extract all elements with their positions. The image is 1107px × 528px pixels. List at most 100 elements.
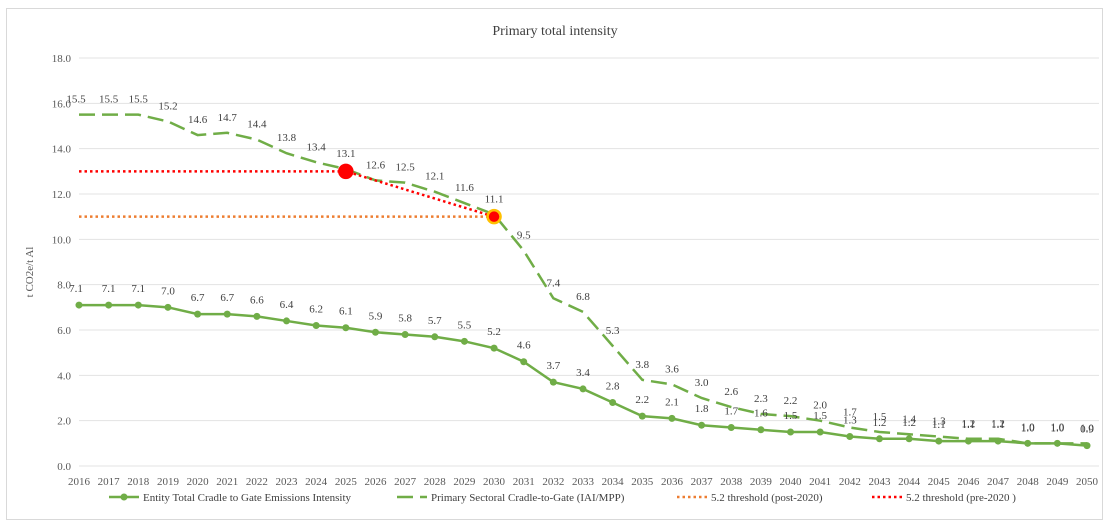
x-tick-label: 2029 [453, 476, 476, 488]
line-chart: Primary total intensity t CO2e/t Al 0.0 2… [24, 24, 1099, 504]
x-tick-label: 2045 [928, 476, 951, 488]
data-label: 1.5 [873, 411, 887, 423]
x-tick-label: 2028 [424, 476, 447, 488]
data-point [342, 324, 350, 332]
x-tick-label: 2044 [898, 476, 921, 488]
data-label: 6.7 [220, 292, 234, 304]
data-point [1083, 442, 1091, 450]
x-tick-labels: 2016 2017 2018 2019 2020 2021 2022 2023 2024 2025… [68, 476, 1099, 488]
data-label: 2.8 [606, 381, 620, 393]
data-label: 7.1 [102, 283, 116, 295]
y-tick-label: 18.0 [52, 53, 72, 65]
x-tick-label: 2022 [246, 476, 268, 488]
data-label: 15.5 [129, 94, 149, 106]
data-label: 6.6 [250, 294, 264, 306]
data-label: 1.1 [962, 419, 976, 431]
x-tick-label: 2037 [691, 476, 714, 488]
data-point [638, 412, 646, 420]
data-point [371, 328, 379, 336]
data-point [283, 317, 291, 325]
x-tick-label: 2046 [957, 476, 980, 488]
x-tick-label: 2021 [216, 476, 238, 488]
data-point [164, 303, 172, 311]
series-line [79, 113, 1087, 445]
y-tick-label: 12.0 [52, 189, 72, 201]
x-tick-label: 2035 [631, 476, 654, 488]
data-point [105, 301, 113, 309]
x-tick-label: 2042 [839, 476, 861, 488]
data-label: 5.2 [487, 326, 501, 338]
data-label: 2.3 [754, 393, 768, 405]
data-label: 13.8 [277, 132, 297, 144]
data-label: 13.4 [307, 141, 327, 153]
data-label: 1.0 [1050, 421, 1064, 433]
data-point [875, 435, 883, 443]
data-label: 3.8 [635, 359, 649, 371]
x-tick-label: 2036 [661, 476, 684, 488]
data-label: 1.5 [813, 410, 827, 422]
data-point [1053, 439, 1061, 447]
threshold-marker [486, 208, 502, 225]
x-tick-label: 2027 [394, 476, 417, 488]
data-point [431, 333, 439, 341]
data-label: 15.5 [66, 94, 86, 106]
data-label: 7.0 [161, 285, 175, 297]
data-label: 5.5 [458, 319, 472, 331]
data-label: 13.1 [336, 148, 355, 160]
data-point [816, 428, 824, 436]
data-label: 1.2 [962, 418, 976, 430]
data-point [223, 310, 231, 318]
x-tick-label: 2030 [483, 476, 506, 488]
data-label: 6.7 [191, 292, 205, 304]
data-label: 1.3 [843, 415, 857, 427]
data-label: 3.7 [546, 360, 560, 372]
data-label: 1.0 [1050, 422, 1064, 434]
data-label: 2.0 [813, 400, 827, 412]
data-label: 1.0 [1021, 422, 1035, 434]
data-label: 6.8 [576, 291, 590, 303]
data-point [668, 414, 676, 422]
x-tick-label: 2049 [1046, 476, 1069, 488]
x-tick-label: 2031 [513, 476, 535, 488]
data-point [401, 331, 409, 339]
data-label: 1.2 [991, 418, 1005, 430]
data-label: 1.1 [991, 419, 1005, 431]
x-tick-label: 2034 [602, 476, 625, 488]
data-label: 15.2 [158, 100, 177, 112]
data-label: 3.4 [576, 367, 590, 379]
x-tick-label: 2017 [98, 476, 121, 488]
legend-label: Entity Total Cradle to Gate Emissions In… [143, 492, 352, 504]
data-label: 1.5 [784, 410, 798, 422]
data-point [964, 437, 972, 445]
data-point [905, 435, 913, 443]
legend-label: 5.2 threshold (post-2020) [711, 492, 823, 504]
x-tick-label: 2043 [868, 476, 891, 488]
legend-marker [120, 493, 128, 501]
data-label: 5.3 [606, 325, 620, 337]
data-point [520, 358, 528, 366]
data-label: 15.5 [99, 94, 119, 106]
data-point [253, 312, 261, 320]
data-label: 9.5 [517, 230, 531, 242]
data-label: 1.2 [902, 417, 916, 429]
data-label: 14.4 [247, 119, 267, 131]
data-point [549, 378, 557, 386]
data-label: 2.2 [784, 395, 798, 407]
x-tick-label: 2050 [1076, 476, 1099, 488]
data-label: 6.4 [280, 299, 294, 311]
data-labels: 7.1 7.1 7.1 7.0 6.7 6.7 6.6 6.4 6.2 6.1 5.9 5.8 5.7 5… [66, 94, 1094, 436]
data-label: 2.6 [724, 386, 738, 398]
data-point [698, 421, 706, 429]
series-lines [79, 113, 1088, 447]
data-label: 7.1 [131, 283, 145, 295]
chart-frame: Primary total intensity t CO2e/t Al 0.0 2… [6, 8, 1103, 520]
data-label: 1.1 [932, 419, 946, 431]
y-tick-label: 6.0 [57, 325, 71, 337]
y-tick-label: 2.0 [57, 416, 71, 428]
y-tick-label: 14.0 [52, 144, 72, 156]
y-tick-label: 16.0 [52, 98, 72, 110]
data-point [727, 423, 735, 431]
data-point [460, 337, 468, 345]
data-label: 1.7 [724, 405, 738, 417]
y-axis-label: t CO2e/t Al [24, 247, 36, 298]
